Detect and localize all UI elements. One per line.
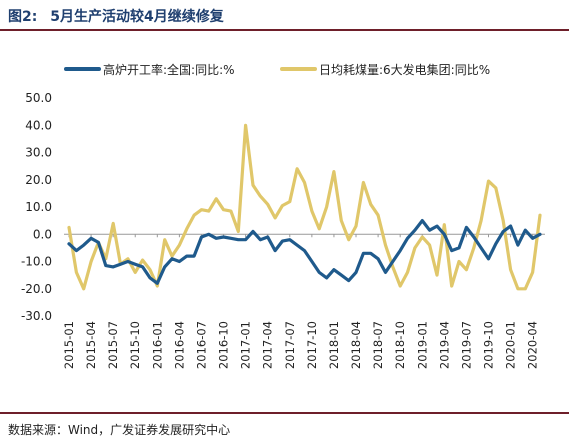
legend-label-0: 高炉开工率:全国:同比:%: [103, 62, 235, 77]
x-tick-label: 2015-07: [106, 321, 120, 369]
y-tick-label: 20.0: [25, 173, 52, 187]
figure-title: 图2: 5月生产活动较4月继续修复: [8, 6, 224, 26]
y-tick-label: 50.0: [25, 91, 52, 105]
figure-title-text: 5月生产活动较4月继续修复: [50, 9, 224, 25]
figure-number: 图2:: [8, 9, 38, 25]
x-tick-label: 2017-04: [261, 321, 275, 369]
title-rule: [0, 29, 569, 31]
x-tick-label: 2018-07: [371, 321, 385, 369]
x-tick-label: 2015-01: [62, 321, 76, 369]
line-chart: 高炉开工率:全国:同比:% 日均耗煤量:6大发电集团:同比% 50.0 40.0 3…: [21, 62, 545, 369]
series-line-0: [67, 219, 542, 285]
x-tick-label: 2020-04: [526, 321, 540, 369]
x-tick-label: 2017-10: [305, 321, 319, 369]
legend: 高炉开工率:全国:同比:% 日均耗煤量:6大发电集团:同比%: [64, 62, 490, 77]
x-tick-label: 2020-01: [504, 321, 518, 369]
legend-label-1: 日均耗煤量:6大发电集团:同比%: [319, 62, 490, 77]
x-tick-label: 2016-10: [217, 321, 231, 369]
x-tick-label: 2018-04: [349, 321, 363, 369]
y-axis: 50.0 40.0 30.0 20.0 10.0 0.0 -10.0 -20.0 -30.0: [21, 91, 52, 323]
y-tick-label: -10.0: [21, 255, 52, 269]
x-tick-label: 2019-07: [459, 321, 473, 369]
y-tick-label: 0.0: [33, 227, 52, 241]
y-tick-label: 30.0: [25, 146, 52, 160]
series-layer: [67, 123, 542, 291]
x-tick-label: 2015-10: [128, 321, 142, 369]
y-tick-label: 10.0: [25, 200, 52, 214]
x-tick-label: 2019-04: [437, 321, 451, 369]
x-tick-label: 2018-01: [327, 321, 341, 369]
source-rule: [0, 412, 569, 414]
x-axis: 2015-01 2015-04 2015-07 2015-10 2016-01 2016-…: [62, 233, 545, 369]
y-tick-label: -30.0: [21, 309, 52, 323]
series-line-1: [67, 123, 542, 291]
y-tick-label: 40.0: [25, 118, 52, 132]
x-tick-label: 2015-04: [84, 321, 98, 369]
x-tick-label: 2017-01: [239, 321, 253, 369]
y-tick-label: -20.0: [21, 282, 52, 296]
x-tick-label: 2019-01: [415, 321, 429, 369]
x-tick-label: 2016-01: [150, 321, 164, 369]
x-tick-label: 2018-10: [393, 321, 407, 369]
x-tick-label: 2016-04: [172, 321, 186, 369]
x-tick-label: 2017-07: [283, 321, 297, 369]
source-note: 数据来源：Wind，广发证券发展研究中心: [8, 423, 231, 437]
x-tick-label: 2016-07: [194, 321, 208, 369]
x-tick-label: 2019-10: [481, 321, 495, 369]
